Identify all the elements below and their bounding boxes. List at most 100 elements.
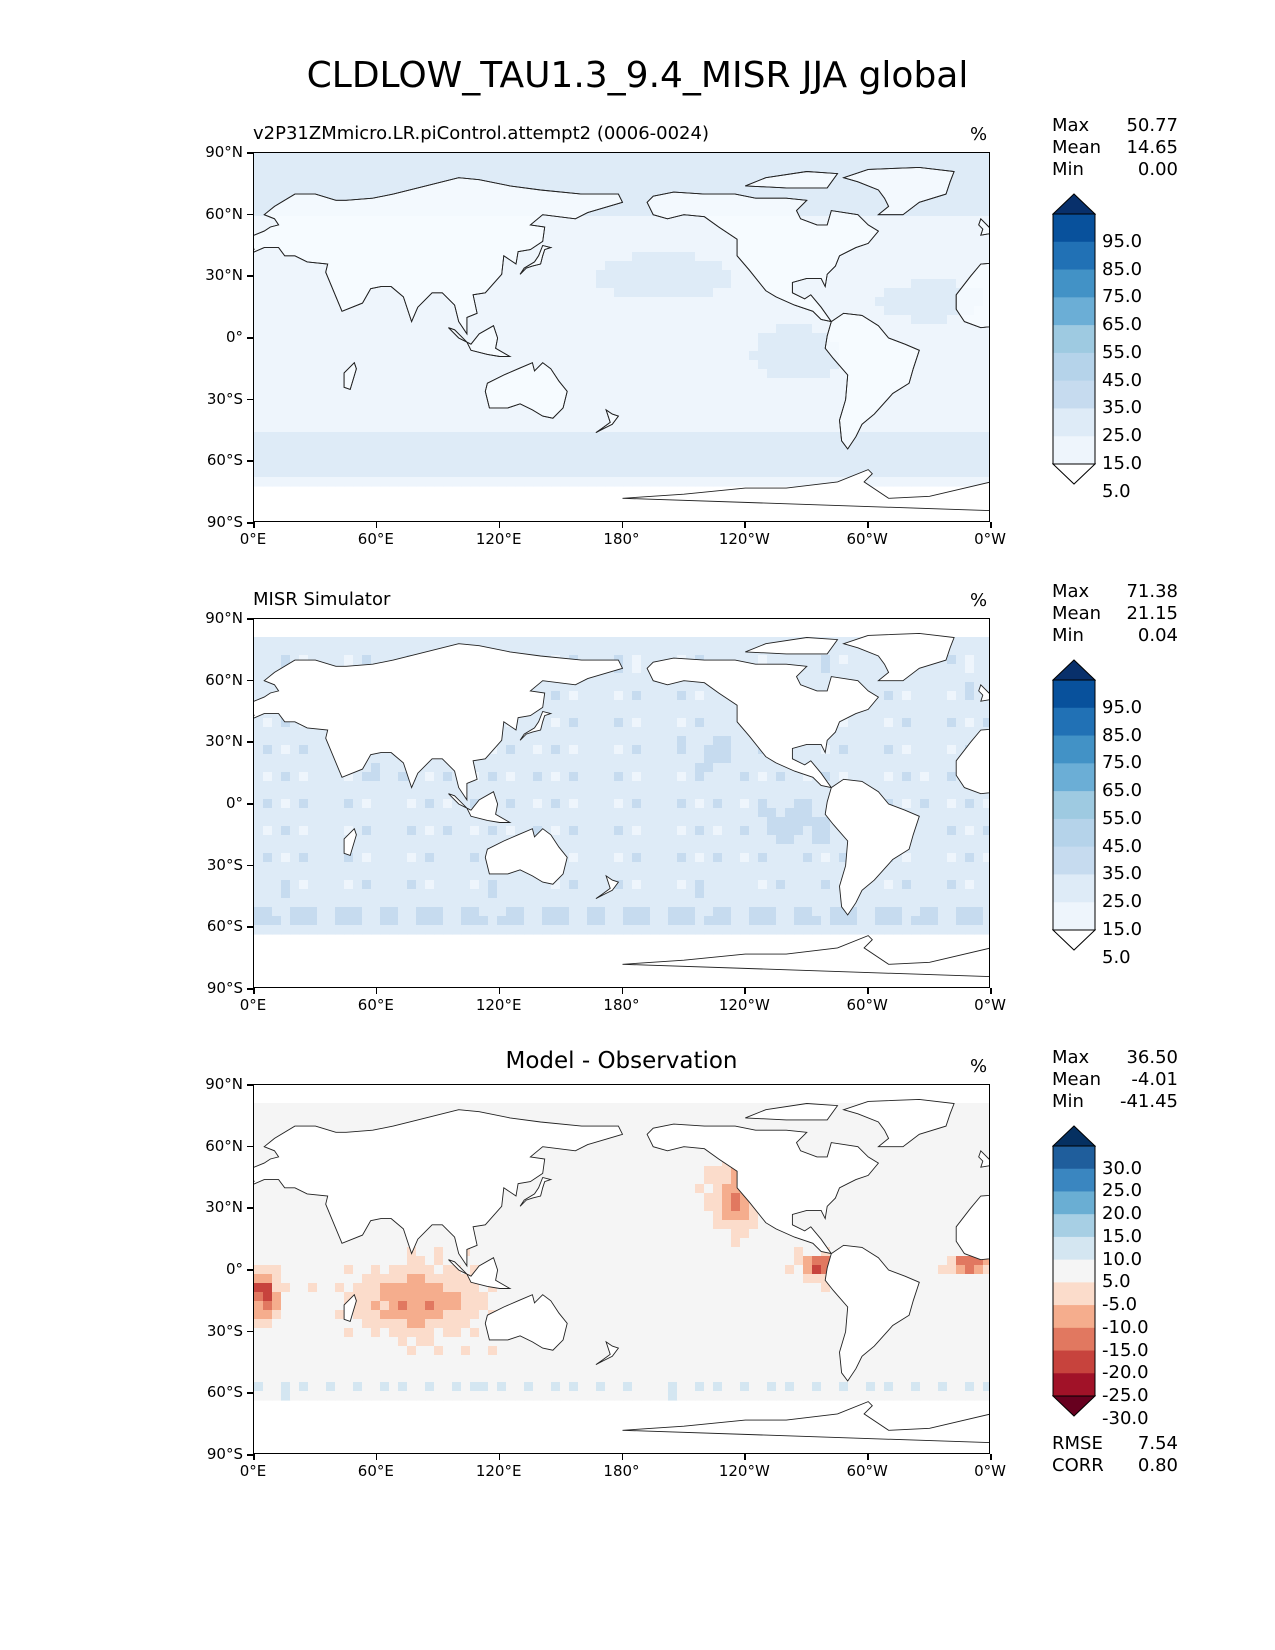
land-africa (955, 262, 989, 329)
coastline-africa (955, 1194, 989, 1261)
stat-row-min: Min 0.00 (1052, 159, 1178, 181)
coastline-eurasia (254, 643, 624, 802)
y-tick-mark (247, 988, 253, 990)
coastline-africa (955, 728, 989, 795)
y-tick-mark (247, 522, 253, 524)
colorbar-tick-label: -30.0 (1102, 1407, 1149, 1429)
x-tick-mark (867, 1454, 869, 1460)
x-tick-label: 60°W (846, 1462, 888, 1480)
x-tick-label: 180° (603, 1462, 640, 1480)
colorbar-tick-label: 25.0 (1102, 1180, 1143, 1202)
y-tick-label: 90°S (206, 1445, 243, 1463)
coastline-japan (519, 1176, 553, 1207)
map-canvas (254, 632, 989, 978)
colorbar-tick-label: 15.0 (1102, 1225, 1143, 1247)
stat-label: Max (1052, 1047, 1090, 1068)
coastline-uk (978, 217, 989, 236)
stat-label: Max (1052, 115, 1090, 136)
x-tick-label: 120°E (475, 996, 522, 1014)
y-tick-mark (247, 275, 253, 277)
colorbar-segment (1053, 352, 1095, 382)
coastline-arctic-islands (745, 637, 839, 655)
x-tick-label: 0°W (974, 996, 1006, 1014)
stat-label: CORR (1052, 1455, 1104, 1476)
x-tick-label: 120°E (475, 1462, 522, 1480)
y-tick-mark (247, 213, 253, 216)
y-tick-label: 60°S (206, 917, 243, 936)
colorbar-segment (1053, 707, 1095, 737)
coastline-indonesia (448, 791, 512, 823)
coastline-new-zealand (595, 874, 620, 900)
stat-label: Min (1052, 625, 1084, 646)
x-tick-mark (498, 988, 501, 994)
x-tick-mark (375, 988, 378, 994)
colorbar-segment (1053, 1259, 1095, 1283)
stats-block: Max 50.77 Mean 14.65 Min 0.00 (1052, 115, 1178, 181)
stat-row-max: Max 36.50 (1052, 1047, 1178, 1069)
coastline-south-america (824, 312, 920, 450)
colorbar-tick-label: 75.0 (1102, 752, 1143, 774)
x-tick-mark (253, 988, 255, 994)
y-tick-mark (247, 679, 253, 682)
colorbar-tick-label: 95.0 (1102, 230, 1143, 252)
coastline-madagascar (343, 1293, 357, 1322)
y-tick-mark (247, 1392, 253, 1394)
x-tick-label: 60°E (357, 996, 394, 1014)
colorbar-tick-label: 25.0 (1102, 425, 1143, 447)
stat-row-corr: CORR 0.80 (1052, 1455, 1178, 1477)
x-tick-label: 0°W (974, 1462, 1006, 1480)
colorbar-segment (1053, 818, 1095, 848)
y-tick-label: 60°N (205, 670, 243, 689)
colorbar-segment (1053, 1146, 1095, 1170)
coastline-new-zealand (595, 408, 620, 434)
colorbar-segment (1053, 1168, 1095, 1192)
x-tick-mark (375, 1454, 378, 1460)
coastline-australia (484, 828, 568, 885)
y-tick-label: 60°S (206, 1383, 243, 1402)
stat-row-rmse: RMSE 7.54 (1052, 1433, 1178, 1455)
colorbar-tick-label: 20.0 (1102, 1203, 1143, 1225)
x-tick-label: 60°W (846, 530, 888, 548)
y-tick-label: 90°S (206, 513, 243, 531)
y-tick-mark (247, 926, 253, 928)
x-tick-label: 0°W (974, 530, 1006, 548)
y-tick-label: 60°N (205, 204, 243, 223)
y-tick-mark (247, 1084, 253, 1086)
y-tick-label: 30°N (205, 266, 243, 285)
y-tick-label: 30°N (205, 732, 243, 751)
stat-value: 50.77 (1126, 115, 1178, 136)
colorbar-segment (1053, 846, 1095, 875)
y-tick-label: 0° (225, 328, 243, 346)
colorbar-tick-label: 5.0 (1102, 480, 1131, 502)
colorbar-tick-label: 15.0 (1102, 453, 1143, 474)
coastline-australia (484, 1294, 568, 1351)
panel-title: Model - Observation (505, 1048, 738, 1074)
stat-value: 14.65 (1126, 137, 1178, 158)
stat-row-min: Min 0.04 (1052, 625, 1178, 647)
colorbar-tick-label: 65.0 (1102, 314, 1143, 336)
coastline-arctic-islands (745, 1103, 839, 1121)
colorbar (1051, 1125, 1097, 1421)
colorbar-tick-label: -5.0 (1102, 1294, 1138, 1316)
x-tick-mark (990, 1454, 992, 1460)
colorbar-segment (1053, 380, 1095, 409)
colorbar-outline (1052, 679, 1096, 931)
x-tick-label: 180° (603, 996, 640, 1014)
colorbar-segment (1053, 763, 1095, 792)
unit-label: % (970, 590, 988, 611)
figure-title: CLDLOW_TAU1.3_9.4_MISR JJA global (306, 55, 969, 96)
colorbar-segment (1053, 325, 1095, 354)
colorbar-segment (1053, 214, 1095, 243)
coastline-north-america (646, 191, 880, 323)
stats-block: Max 71.38 Mean 21.15 Min 0.04 (1052, 581, 1178, 647)
colorbar-tick-label: 55.0 (1102, 807, 1143, 829)
y-tick-mark (247, 398, 253, 401)
stat-label: Min (1052, 1091, 1084, 1112)
map-panel (253, 618, 990, 988)
stat-label: Max (1052, 581, 1090, 602)
coastline-antarctica (622, 469, 989, 512)
stat-row-mean: Mean 14.65 (1052, 137, 1178, 159)
x-tick-mark (498, 522, 501, 528)
colorbar-segment (1053, 874, 1095, 903)
x-tick-mark (744, 1454, 746, 1460)
